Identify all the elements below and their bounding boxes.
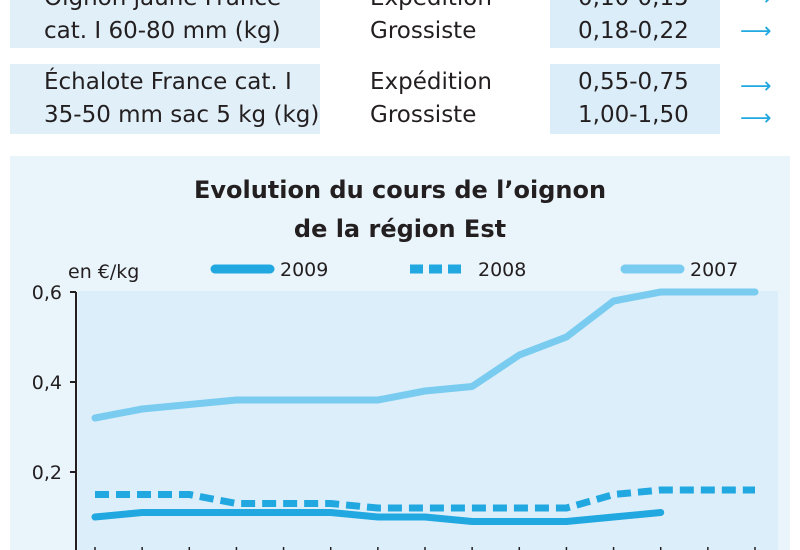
series-line-2009 (91, 509, 665, 525)
y-axis-label: en €/kg (68, 261, 139, 283)
market-shipping: Expédition (370, 0, 492, 15)
legend-label-2007: 2007 (690, 259, 738, 281)
product-name-line1: Oignon jaune France (44, 0, 281, 15)
price-table: Oignon jaune France cat. I 60-80 mm (kg)… (10, 0, 790, 140)
market-shipping: Expédition (370, 69, 492, 95)
product-cell-bg (10, 0, 320, 48)
right-arrow-icon: ⟶ (740, 0, 772, 15)
price-wholesale: 0,18-0,22 (578, 18, 689, 44)
chart-title-line2: de la région Est (293, 215, 507, 243)
product-cell-bg (10, 64, 320, 134)
market-wholesale: Grossiste (370, 102, 477, 128)
right-arrow-icon: ⟶ (740, 19, 772, 44)
series-line-2007 (91, 288, 759, 422)
legend-label-2009: 2009 (280, 259, 328, 281)
product-name-line1: Échalote France cat. I (44, 69, 292, 95)
price-cell-bg (550, 64, 720, 134)
y-tick-label: 0,2 (32, 462, 62, 484)
series-line-2008 (95, 486, 755, 512)
product-name-line2: cat. I 60-80 mm (kg) (44, 18, 281, 44)
right-arrow-icon: ⟶ (740, 106, 772, 131)
price-cell-bg (550, 0, 720, 48)
y-tick-label: 0,6 (32, 282, 62, 304)
table-row: Échalote France cat. I 35-50 mm sac 5 kg… (10, 64, 790, 134)
legend-label-2008: 2008 (478, 259, 526, 281)
plot-area (78, 291, 778, 550)
price-shipping: 0,10-0,15 (578, 0, 689, 15)
chart-title-line1: Evolution du cours de l’oignon (193, 176, 607, 204)
product-name-line2: 35-50 mm sac 5 kg (kg) (44, 102, 320, 128)
y-tick-label: 0,4 (32, 372, 62, 394)
price-wholesale: 1,00-1,50 (578, 102, 689, 128)
price-shipping: 0,55-0,75 (578, 69, 689, 95)
market-wholesale: Grossiste (370, 18, 477, 44)
table-row: Oignon jaune France cat. I 60-80 mm (kg)… (10, 0, 790, 48)
right-arrow-icon: ⟶ (740, 74, 772, 99)
